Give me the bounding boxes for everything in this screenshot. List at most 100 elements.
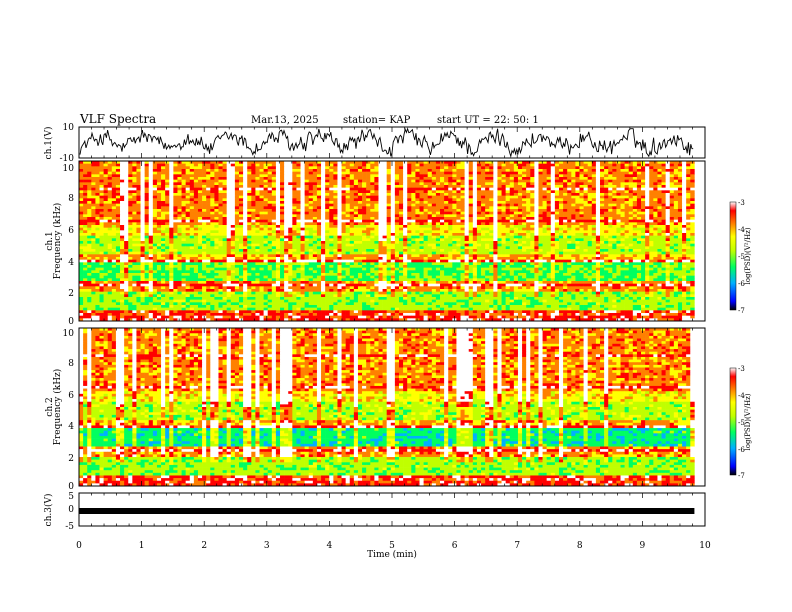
spectrogram-cell — [534, 188, 538, 191]
spectrogram-cell — [600, 220, 604, 223]
spectrogram-cell — [309, 230, 313, 233]
spectrogram-cell — [214, 180, 218, 183]
spectrogram-cell — [538, 180, 542, 183]
spectrogram-cell — [473, 198, 477, 201]
spectrogram-cell — [670, 222, 674, 225]
spectrogram-cell — [378, 196, 382, 199]
spectrogram-cell — [292, 188, 296, 191]
spectrogram-cell — [313, 174, 317, 177]
spectrogram-cell — [403, 174, 407, 177]
spectrogram-cell — [674, 209, 678, 212]
spectrogram-cell — [247, 225, 251, 228]
spectrogram-cell — [641, 228, 645, 231]
spectrogram-cell — [284, 212, 288, 215]
spectrogram-cell — [637, 177, 641, 180]
spectrogram-cell — [424, 204, 428, 207]
spectrogram-cell — [190, 241, 194, 244]
spectrogram-cell — [399, 188, 403, 191]
spectrogram-cell — [608, 244, 612, 247]
spectrogram-cell — [428, 196, 432, 199]
spectrogram-cell — [346, 182, 350, 185]
spectrogram-cell — [305, 185, 309, 188]
spectrogram-cell — [456, 185, 460, 188]
spectrogram-cell — [616, 212, 620, 215]
spectrogram-cell — [432, 244, 436, 247]
spectrogram-cell — [264, 196, 268, 199]
spectrogram-cell — [477, 222, 481, 225]
spectrogram-cell — [362, 236, 366, 239]
spectrogram-cell — [104, 196, 108, 199]
spectrogram-cell — [637, 204, 641, 207]
spectrogram-cell — [87, 169, 91, 172]
spectrogram-cell — [210, 204, 214, 207]
spectrogram-cell — [243, 201, 247, 204]
spectrogram-cell — [309, 212, 313, 215]
spectrogram-cell — [227, 209, 231, 212]
spectrogram-cell — [489, 177, 493, 180]
spectrogram-cell — [223, 174, 227, 177]
spectrogram-cell — [313, 185, 317, 188]
spectrogram-cell — [116, 244, 120, 247]
spectrogram-cell — [284, 241, 288, 244]
spectrogram-cell — [268, 177, 272, 180]
spectrogram-cell — [255, 228, 259, 231]
spectrogram-cell — [452, 182, 456, 185]
spectrogram-cell — [79, 204, 83, 207]
spectrogram-cell — [608, 177, 612, 180]
spectrogram-cell — [190, 180, 194, 183]
spectrogram-cell — [575, 198, 579, 201]
spectrogram-cell — [218, 228, 222, 231]
spectrogram-cell — [354, 174, 358, 177]
spectrogram-cell — [190, 164, 194, 167]
spectrogram-cell — [428, 206, 432, 209]
spectrogram-cell — [276, 164, 280, 167]
spectrogram-cell — [116, 166, 120, 169]
spectrogram-cell — [260, 190, 264, 193]
spectrogram-cell — [690, 164, 694, 167]
spectrogram-cell — [136, 204, 140, 207]
spectrogram-cell — [387, 241, 391, 244]
spectrogram-cell — [313, 230, 317, 233]
spectrogram-cell — [600, 212, 604, 215]
spectrogram-cell — [157, 241, 161, 244]
spectrogram-cell — [333, 241, 337, 244]
spectrogram-cell — [637, 174, 641, 177]
spectrogram-cell — [173, 201, 177, 204]
spectrogram-cell — [100, 233, 104, 236]
spectrogram-cell — [686, 209, 690, 212]
spectrogram-cell — [284, 233, 288, 236]
spectrogram-cell — [251, 172, 255, 175]
spectrogram-cell — [112, 206, 116, 209]
spectrogram-cell — [309, 238, 313, 241]
spectrogram-cell — [563, 230, 567, 233]
spectrogram-cell — [214, 233, 218, 236]
spectrogram-cell — [255, 241, 259, 244]
spectrogram-cell — [235, 217, 239, 220]
spectrogram-cell — [670, 212, 674, 215]
spectrogram-cell — [461, 190, 465, 193]
spectrogram-cell — [584, 241, 588, 244]
spectrogram-cell — [575, 206, 579, 209]
spectrogram-cell — [317, 228, 321, 231]
spectrogram-cell — [657, 209, 661, 212]
spectrogram-cell — [333, 246, 337, 249]
spectrogram-cell — [354, 244, 358, 247]
spectrogram-cell — [173, 196, 177, 199]
spectrogram-cell — [128, 225, 132, 228]
spectrogram-cell — [493, 169, 497, 172]
spectrogram-cell — [333, 201, 337, 204]
spectrogram-cell — [481, 164, 485, 167]
spectrogram-cell — [444, 180, 448, 183]
spectrogram-cell — [522, 185, 526, 188]
spectrogram-cell — [592, 230, 596, 233]
spectrogram-cell — [100, 196, 104, 199]
spectrogram-cell — [592, 206, 596, 209]
spectrogram-cell — [485, 201, 489, 204]
spectrogram-cell — [337, 196, 341, 199]
spectrogram-cell — [325, 217, 329, 220]
spectrogram-cell — [420, 236, 424, 239]
spectrogram-cell — [637, 188, 641, 191]
spectrogram-cell — [260, 201, 264, 204]
spectrogram-cell — [243, 190, 247, 193]
spectrogram-cell — [600, 190, 604, 193]
